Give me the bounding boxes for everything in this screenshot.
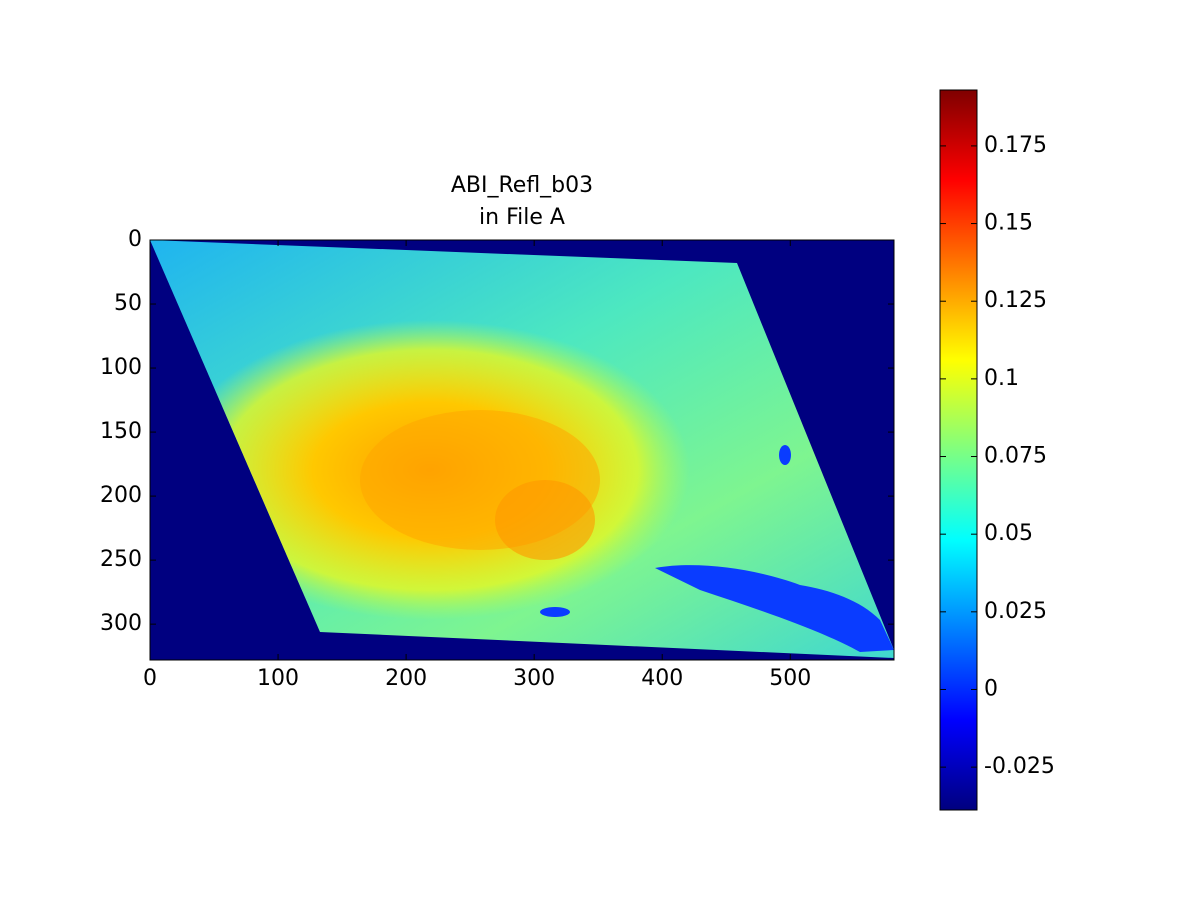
colorbar-tick-label: 0.125 xyxy=(984,288,1047,313)
y-tick-label: 250 xyxy=(100,547,142,572)
colorbar-tick-label: 0.175 xyxy=(984,133,1047,158)
x-tick-label: 400 xyxy=(641,666,683,691)
chart-title: in File A xyxy=(479,205,565,230)
x-tick-label: 200 xyxy=(385,666,427,691)
image-lake xyxy=(655,565,894,652)
image-lake xyxy=(779,445,791,465)
y-tick-label: 300 xyxy=(100,611,142,636)
x-tick-label: 0 xyxy=(143,666,157,691)
colorbar-tick-label: 0.1 xyxy=(984,366,1019,391)
image xyxy=(150,240,894,660)
colorbar-tick-label: 0.025 xyxy=(984,599,1047,624)
chart-title: ABI_Refl_b03 xyxy=(451,173,593,198)
x-tick-label: 300 xyxy=(513,666,555,691)
image-lake xyxy=(540,607,570,617)
colorbar xyxy=(939,89,978,811)
x-tick-label: 500 xyxy=(769,666,811,691)
image-region xyxy=(495,480,595,560)
y-tick-label: 200 xyxy=(100,483,142,508)
colorbar-tick-label: 0.075 xyxy=(984,444,1047,469)
colorbar-tick-label: 0.15 xyxy=(984,211,1033,236)
y-tick-label: 100 xyxy=(100,355,142,380)
x-tick-label: 100 xyxy=(257,666,299,691)
colorbar-tick-label: 0.05 xyxy=(984,521,1033,546)
plot-frame xyxy=(149,239,895,661)
colorbar-tick-label: -0.025 xyxy=(984,754,1055,779)
y-tick-label: 50 xyxy=(114,291,142,316)
y-tick-label: 150 xyxy=(100,419,142,444)
y-tick-label: 0 xyxy=(128,227,142,252)
colorbar-tick-label: 0 xyxy=(984,676,998,701)
